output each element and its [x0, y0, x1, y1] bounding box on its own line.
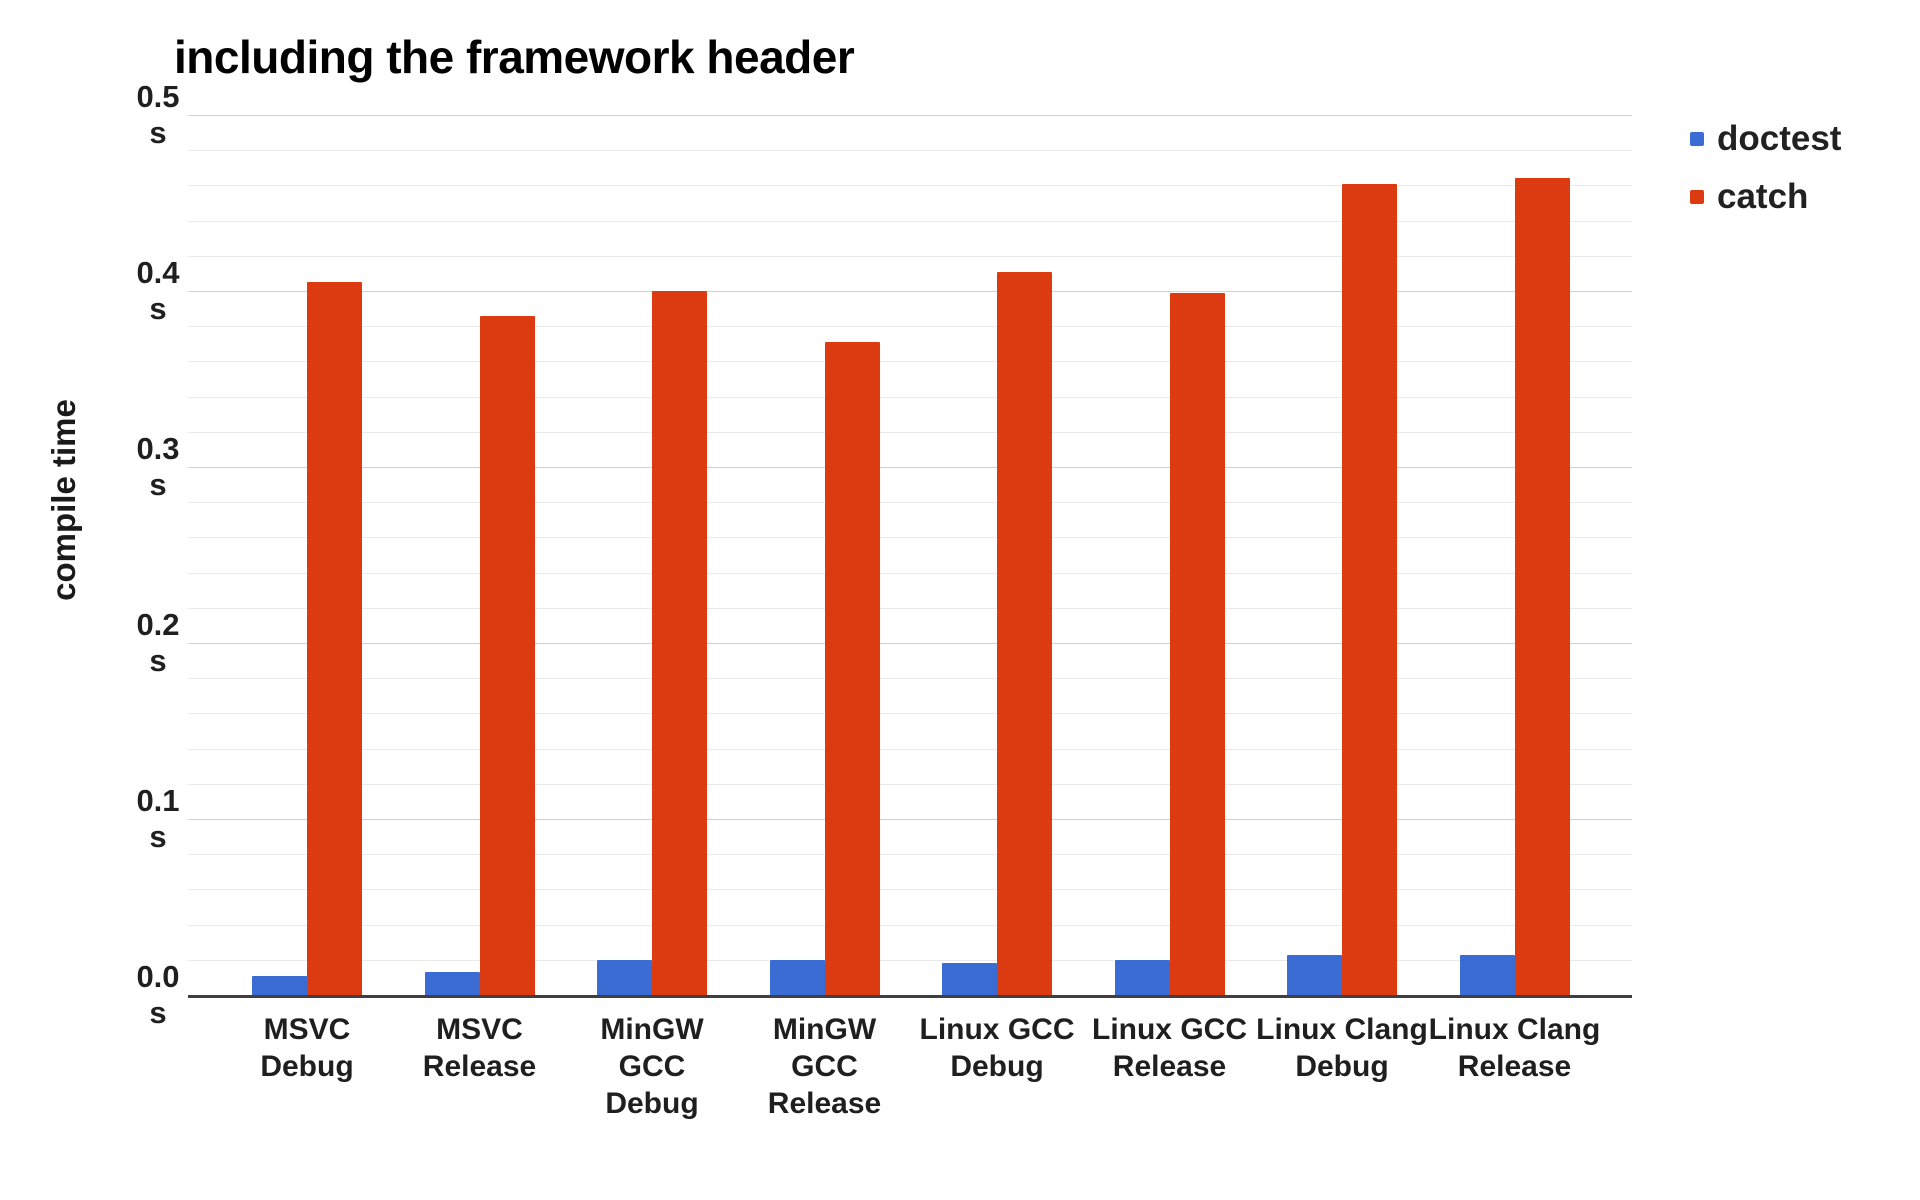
bar-doctest-linux-gcc-release — [1114, 959, 1170, 995]
bar-catch-mingw-gcc-debug — [652, 291, 707, 995]
major-gridline — [188, 467, 1632, 468]
bar-catch-linux-clang-release — [1514, 178, 1570, 995]
legend-label: doctest — [1717, 119, 1842, 158]
bar-doctest-mingw-gcc-debug — [597, 959, 652, 995]
y-axis-title: compile time — [45, 399, 82, 601]
major-gridline — [188, 115, 1632, 116]
bar-doctest-msvc-release — [424, 972, 480, 995]
minor-gridline — [188, 783, 1632, 785]
x-axis-label: MSVC Debug — [260, 1013, 354, 1083]
x-axis-label: MSVC Release — [422, 1013, 537, 1083]
legend-swatch-catch — [1690, 190, 1704, 204]
minor-gridline — [188, 959, 1632, 961]
y-tick-label: 0.1 s — [136, 783, 180, 854]
minor-gridline — [188, 431, 1632, 433]
x-axis-label: Linux Clang Debug — [1256, 1013, 1428, 1083]
minor-gridline — [188, 396, 1632, 398]
legend-label: catch — [1717, 177, 1809, 216]
minor-gridline — [188, 502, 1632, 504]
x-axis-label: Linux GCC Debug — [919, 1013, 1075, 1083]
plot-area — [188, 115, 1632, 998]
x-axis-label: MinGW GCC Release — [767, 1013, 882, 1120]
bar-catch-msvc-release — [479, 315, 535, 995]
minor-gridline — [188, 185, 1632, 187]
major-gridline — [188, 291, 1632, 292]
legend-swatch-doctest — [1690, 132, 1704, 146]
bar-catch-linux-clang-debug — [1342, 183, 1397, 995]
minor-gridline — [188, 678, 1632, 680]
y-tick-label: 0.5 s — [136, 79, 180, 150]
bar-catch-msvc-debug — [307, 282, 362, 995]
bar-catch-mingw-gcc-release — [824, 342, 880, 995]
y-tick-label: 0.4 s — [136, 255, 180, 326]
legend-item-doctest: doctest — [1690, 118, 1841, 160]
legend-item-catch: catch — [1690, 176, 1841, 218]
bar-doctest-linux-clang-debug — [1287, 954, 1342, 995]
minor-gridline — [188, 537, 1632, 539]
bar-doctest-mingw-gcc-release — [769, 959, 825, 995]
bar-doctest-linux-gcc-debug — [942, 963, 997, 995]
legend: doctest catch — [1690, 118, 1841, 234]
minor-gridline — [188, 572, 1632, 574]
y-tick-label: 0.3 s — [136, 431, 180, 502]
minor-gridline — [188, 854, 1632, 856]
x-axis-label: Linux GCC Release — [1092, 1013, 1247, 1083]
minor-gridline — [188, 361, 1632, 363]
y-tick-label: 0.0 s — [136, 959, 180, 1030]
bar-catch-linux-gcc-debug — [997, 271, 1052, 995]
bar-doctest-msvc-debug — [252, 975, 307, 995]
minor-gridline — [188, 255, 1632, 257]
chart-title: including the framework header — [174, 31, 855, 83]
minor-gridline — [188, 713, 1632, 715]
y-tick-label: 0.2 s — [136, 607, 180, 678]
minor-gridline — [188, 220, 1632, 222]
major-gridline — [188, 643, 1632, 644]
minor-gridline — [188, 150, 1632, 152]
minor-gridline — [188, 889, 1632, 891]
minor-gridline — [188, 607, 1632, 609]
minor-gridline — [188, 924, 1632, 926]
bar-doctest-linux-clang-release — [1459, 954, 1515, 995]
x-axis-label: Linux Clang Release — [1428, 1013, 1601, 1083]
major-gridline — [188, 819, 1632, 820]
minor-gridline — [188, 748, 1632, 750]
minor-gridline — [188, 326, 1632, 328]
x-axis-label: MinGW GCC Debug — [600, 1013, 704, 1120]
bar-catch-linux-gcc-release — [1169, 292, 1225, 995]
